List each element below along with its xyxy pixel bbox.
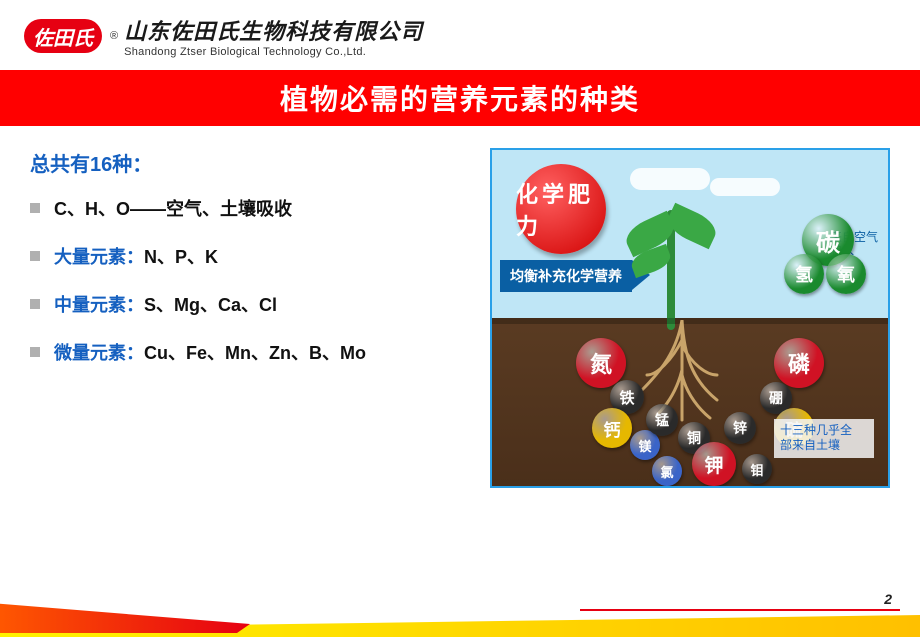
content-right: 化学肥力 均衡补充化学营养 来自空气 和水 碳氢氧 氮磷铁钙镁锰铜钾锌硼硫氯钼 [490,148,890,488]
footer [0,595,920,637]
page-number: 2 [884,591,892,607]
soil-note: 十三种几乎全 部来自土壤 [774,419,874,458]
slide-title: 植物必需的营养元素的种类 [0,70,920,126]
bullet-rest: N、P、K [144,247,218,267]
element-bubble: 钾 [692,442,736,486]
element-bubble: 锌 [724,412,756,444]
element-bubble: 钙 [592,408,632,448]
bullet-square-icon [30,251,40,261]
seedling-icon [667,210,675,330]
company-name-en: Shandong Ztser Biological Technology Co.… [124,46,423,58]
content: 总共有16种： C、H、O——空气、土壤吸收 大量元素：N、P、K 中量元素：S… [0,126,920,488]
bullet-text: 大量元素：N、P、K [54,243,218,269]
cho-bubble: 氢 [784,254,824,294]
registered-mark: ® [110,30,118,42]
footer-line [580,609,900,611]
bullet-item: 中量元素：S、Mg、Ca、Cl [30,291,470,317]
nutrient-diagram: 化学肥力 均衡补充化学营养 来自空气 和水 碳氢氧 氮磷铁钙镁锰铜钾锌硼硫氯钼 [490,148,890,488]
bullet-label: 微量元素： [54,343,144,363]
element-bubble: 钼 [742,454,772,484]
company-block: 山东佐田氏生物科技有限公司 Shandong Ztser Biological … [124,14,423,58]
company-name-cn: 山东佐田氏生物科技有限公司 [124,14,423,46]
bullet-square-icon [30,347,40,357]
subtitle: 总共有16种： [30,148,470,177]
bullet-square-icon [30,299,40,309]
bullet-label: C、H、O—— [54,199,166,219]
cho-bubble: 氧 [826,254,866,294]
bullet-text: 中量元素：S、Mg、Ca、Cl [54,291,277,317]
bullet-label: 中量元素： [54,295,144,315]
bullet-text: 微量元素：Cu、Fe、Mn、Zn、B、Mo [54,339,366,365]
element-bubble: 磷 [774,338,824,388]
arrow-label: 均衡补充化学营养 [500,260,632,292]
content-left: 总共有16种： C、H、O——空气、土壤吸收 大量元素：N、P、K 中量元素：S… [30,148,490,488]
bullet-item: 微量元素：Cu、Fe、Mn、Zn、B、Mo [30,339,470,365]
chem-fertility-badge: 化学肥力 [516,164,606,254]
bullet-item: 大量元素：N、P、K [30,243,470,269]
bullet-label: 大量元素： [54,247,144,267]
footer-red-swoosh [0,603,250,633]
bullet-item: C、H、O——空气、土壤吸收 [30,195,470,221]
bullet-square-icon [30,203,40,213]
bullet-text: C、H、O——空气、土壤吸收 [54,195,292,221]
header: 佐田氏 ® 山东佐田氏生物科技有限公司 Shandong Ztser Biolo… [0,0,920,66]
bullet-rest: 空气、土壤吸收 [166,199,292,219]
element-bubble: 氯 [652,456,682,486]
logo: 佐田氏 ® 山东佐田氏生物科技有限公司 Shandong Ztser Biolo… [24,14,423,58]
soil-note-line: 部来自土壤 [780,438,868,454]
element-bubble: 氮 [576,338,626,388]
soil-note-line: 十三种几乎全 [780,423,868,439]
element-bubble: 锰 [646,404,678,436]
bullet-rest: Cu、Fe、Mn、Zn、B、Mo [144,343,366,363]
logo-mark: 佐田氏 [24,19,102,53]
bullet-rest: S、Mg、Ca、Cl [144,295,277,315]
